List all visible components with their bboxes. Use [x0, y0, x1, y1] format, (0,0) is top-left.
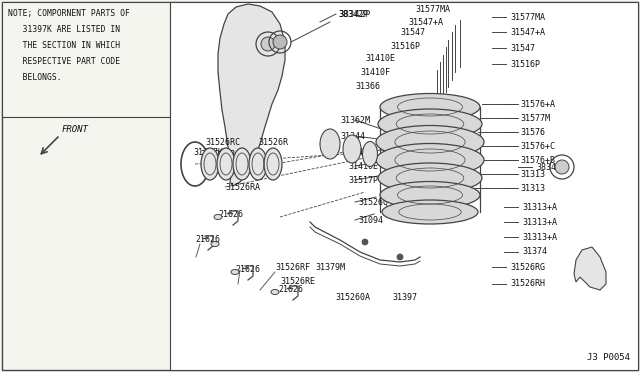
Bar	[170, 2, 638, 370]
Text: 31517P: 31517P	[348, 176, 378, 185]
Ellipse shape	[214, 215, 222, 219]
Ellipse shape	[378, 109, 482, 139]
Text: 31410E: 31410E	[348, 148, 378, 157]
Text: 31526RH: 31526RH	[510, 279, 545, 289]
Text: FRONT: FRONT	[62, 125, 89, 134]
Text: 31577MA: 31577MA	[415, 4, 450, 13]
Text: 31577MA: 31577MA	[510, 13, 545, 22]
Text: 31576+C: 31576+C	[520, 141, 555, 151]
Circle shape	[273, 35, 287, 49]
Text: 31410E: 31410E	[348, 161, 378, 170]
Ellipse shape	[233, 148, 251, 180]
Text: 31379M: 31379M	[315, 263, 345, 272]
Text: THE SECTION IN WHICH: THE SECTION IN WHICH	[8, 41, 120, 50]
Text: 31362M: 31362M	[340, 115, 370, 125]
Text: 31547+A: 31547+A	[408, 17, 443, 26]
Text: J3 P0054: J3 P0054	[587, 353, 630, 362]
Text: 31526RE: 31526RE	[280, 278, 315, 286]
Text: 31516P: 31516P	[510, 60, 540, 68]
Ellipse shape	[249, 148, 267, 180]
Text: 31526RA: 31526RA	[225, 183, 260, 192]
Polygon shape	[574, 247, 606, 290]
Text: 31547: 31547	[510, 44, 535, 52]
Ellipse shape	[271, 289, 279, 295]
Text: 31547: 31547	[400, 28, 425, 36]
Circle shape	[362, 239, 368, 245]
Ellipse shape	[320, 129, 340, 159]
Text: 38342P: 38342P	[338, 10, 371, 19]
Text: 21626: 21626	[218, 209, 243, 218]
Text: 21626: 21626	[278, 285, 303, 294]
Circle shape	[555, 160, 569, 174]
Ellipse shape	[380, 182, 480, 208]
Bar	[2, 2, 170, 117]
Circle shape	[261, 37, 275, 51]
Text: 31576+A: 31576+A	[520, 99, 555, 109]
Text: RESPECTIVE PART CODE: RESPECTIVE PART CODE	[8, 57, 120, 66]
Ellipse shape	[264, 148, 282, 180]
Text: 31313+A: 31313+A	[522, 232, 557, 241]
Ellipse shape	[231, 269, 239, 275]
Text: 21626: 21626	[235, 264, 260, 273]
Ellipse shape	[376, 144, 484, 176]
Ellipse shape	[211, 241, 219, 247]
Text: 31516P: 31516P	[390, 42, 420, 51]
Ellipse shape	[201, 148, 219, 180]
Text: 31410F: 31410F	[360, 67, 390, 77]
Text: 31576+B: 31576+B	[520, 155, 555, 164]
Text: 31313: 31313	[520, 183, 545, 192]
Ellipse shape	[217, 148, 235, 180]
Text: 31313: 31313	[520, 170, 545, 179]
Text: 31313+A: 31313+A	[522, 218, 557, 227]
Text: 31397: 31397	[392, 292, 417, 301]
Ellipse shape	[378, 163, 482, 193]
Text: 31577M: 31577M	[520, 113, 550, 122]
Text: 38342Q: 38342Q	[536, 163, 566, 171]
Ellipse shape	[382, 200, 478, 224]
Text: 31313+A: 31313+A	[522, 202, 557, 212]
Ellipse shape	[362, 141, 378, 167]
Text: 31547+A: 31547+A	[510, 28, 545, 36]
Text: BELONGS.: BELONGS.	[8, 73, 61, 82]
Text: 31526RG: 31526RG	[510, 263, 545, 272]
Text: 31397K ARE LISTED IN: 31397K ARE LISTED IN	[8, 25, 120, 34]
Text: 31526RF: 31526RF	[275, 263, 310, 272]
Text: 21626: 21626	[195, 234, 220, 244]
Text: 31576: 31576	[520, 128, 545, 137]
Text: 31526RC: 31526RC	[205, 138, 240, 147]
Text: 31397K: 31397K	[193, 148, 223, 157]
Text: 31526R: 31526R	[258, 138, 288, 147]
Ellipse shape	[343, 135, 361, 163]
Text: 31526RB: 31526RB	[200, 150, 235, 158]
Text: 31094: 31094	[358, 215, 383, 224]
Text: 315260A: 315260A	[335, 292, 370, 301]
Polygon shape	[218, 4, 285, 186]
Text: 31374: 31374	[522, 247, 547, 257]
Text: 38342P: 38342P	[338, 10, 368, 19]
Text: NOTE; COMPORNENT PARTS OF: NOTE; COMPORNENT PARTS OF	[8, 9, 130, 18]
Text: 31526Q: 31526Q	[358, 198, 388, 206]
Circle shape	[397, 254, 403, 260]
Text: 31344: 31344	[340, 131, 365, 141]
Ellipse shape	[380, 93, 480, 121]
Text: 31410E: 31410E	[365, 54, 395, 62]
Ellipse shape	[376, 125, 484, 158]
Text: 31366: 31366	[355, 81, 380, 90]
